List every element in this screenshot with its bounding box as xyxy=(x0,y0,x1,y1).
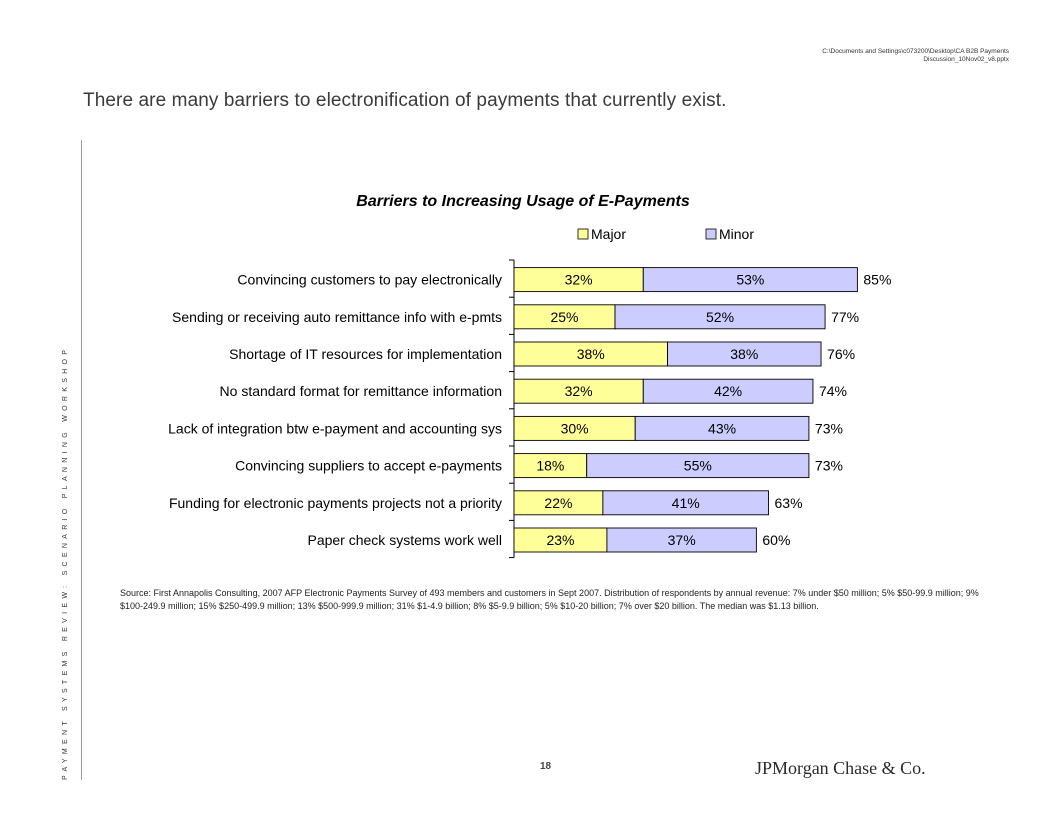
legend-swatch-major xyxy=(577,228,589,240)
data-label-major: 22% xyxy=(544,495,572,511)
data-label-minor: 42% xyxy=(714,383,742,399)
bar-major xyxy=(513,527,608,553)
category-label: Lack of integration btw e-payment and ac… xyxy=(168,420,502,436)
category-label: Funding for electronic payments projects… xyxy=(169,495,502,511)
total-label: 74% xyxy=(819,383,847,399)
data-label-major: 30% xyxy=(561,420,589,436)
chart-title: Barriers to Increasing Usage of E-Paymen… xyxy=(356,193,690,210)
file-path: C:\Documents and Settings\c073200\Deskto… xyxy=(822,48,1009,63)
total-label: 63% xyxy=(775,495,803,511)
bar-major xyxy=(513,304,616,330)
stacked-bar-chart: Barriers to Increasing Usage of E-Paymen… xyxy=(168,193,891,559)
data-label-minor: 55% xyxy=(684,458,712,474)
page-number: 18 xyxy=(540,761,552,772)
category-label: Paper check systems work well xyxy=(307,532,502,548)
company-logo: JPMorgan Chase & Co. xyxy=(755,758,926,778)
bar-minor xyxy=(602,490,769,516)
left-divider xyxy=(81,140,82,780)
bar-minor xyxy=(667,341,822,367)
data-label-minor: 37% xyxy=(668,532,696,548)
data-label-major: 32% xyxy=(565,272,593,288)
total-label: 76% xyxy=(827,346,855,362)
data-label-minor: 52% xyxy=(706,309,734,325)
data-label-major: 32% xyxy=(565,383,593,399)
source-note: Source: First Annapolis Consulting, 2007… xyxy=(120,588,979,611)
data-label-minor: 38% xyxy=(730,346,758,362)
total-label: 73% xyxy=(815,458,843,474)
data-label-minor: 53% xyxy=(736,272,764,288)
bar-minor xyxy=(586,453,810,479)
legend-label-major: Major xyxy=(591,226,626,242)
category-label: Shortage of IT resources for implementat… xyxy=(229,346,502,362)
bar-minor xyxy=(614,304,826,330)
bar-major xyxy=(513,378,644,404)
data-label-minor: 41% xyxy=(672,495,700,511)
data-label-major: 18% xyxy=(536,458,564,474)
data-label-major: 25% xyxy=(550,309,578,325)
data-label-major: 23% xyxy=(546,532,574,548)
data-label-minor: 43% xyxy=(708,420,736,436)
category-label: No standard format for remittance inform… xyxy=(220,383,502,399)
bar-major xyxy=(513,267,644,293)
bar-minor xyxy=(642,378,814,404)
bar-minor xyxy=(634,415,810,441)
data-label-major: 38% xyxy=(577,346,605,362)
category-label: Sending or receiving auto remittance inf… xyxy=(172,309,502,325)
bar-major xyxy=(513,453,588,479)
bar-minor xyxy=(606,527,757,553)
total-label: 77% xyxy=(831,309,859,325)
bar-major xyxy=(513,490,604,516)
total-label: 60% xyxy=(762,532,790,548)
legend-swatch-minor xyxy=(705,228,717,240)
total-label: 73% xyxy=(815,420,843,436)
legend-label-minor: Minor xyxy=(719,226,754,242)
total-label: 85% xyxy=(863,272,891,288)
bar-minor xyxy=(642,267,858,293)
slide-title: There are many barriers to electronifica… xyxy=(83,90,727,111)
category-label: Convincing suppliers to accept e-payment… xyxy=(235,458,502,474)
bar-major xyxy=(513,341,668,367)
category-label: Convincing customers to pay electronical… xyxy=(237,272,502,288)
